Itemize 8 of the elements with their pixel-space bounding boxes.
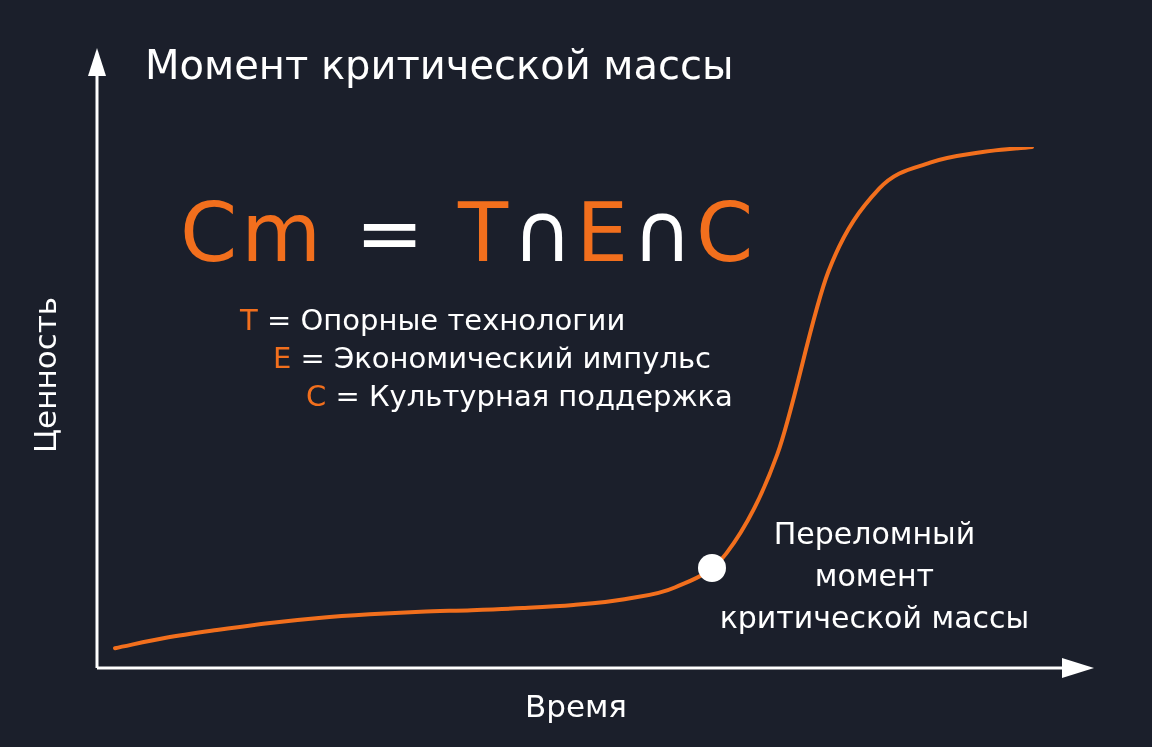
text: T = Опорные технологии [240,303,626,337]
x-axis-title: Время [523,688,629,724]
text: E = Экономический импульс [273,341,711,375]
text: C = Культурная поддержка [306,379,733,413]
chart-title: Момент критической массы [145,42,734,88]
annotation: Cm = T∩E∩C [180,185,758,280]
annotation: Переломный момент критической массы [718,515,1031,637]
y-axis-title: Ценность [27,296,63,454]
